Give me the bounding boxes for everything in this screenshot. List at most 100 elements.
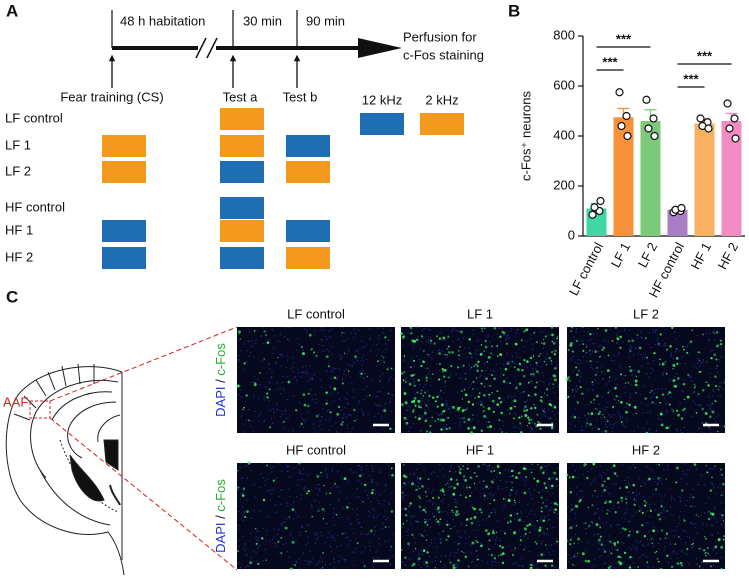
dapi-dot: [369, 475, 370, 476]
dapi-dot: [284, 336, 285, 337]
dapi-dot: [723, 510, 724, 511]
dapi-dot: [532, 368, 533, 369]
dapi-dot: [608, 391, 609, 392]
dapi-dot: [467, 565, 468, 566]
dapi-dot: [482, 488, 483, 489]
dapi-dot: [550, 555, 551, 556]
dapi-dot: [441, 339, 442, 340]
cfos-dot: [582, 552, 585, 555]
dapi-dot: [499, 463, 500, 464]
cfos-dot: [439, 337, 441, 339]
cfos-dot: [469, 338, 471, 340]
dapi-dot: [325, 468, 326, 469]
dapi-dot: [263, 327, 264, 328]
dapi-dot: [238, 511, 239, 512]
dapi-dot: [701, 475, 702, 476]
cfos-dot: [606, 513, 608, 515]
dapi-dot: [311, 505, 312, 506]
cfos-dot: [383, 356, 385, 358]
cfos-dot: [578, 370, 579, 371]
cfos-dot: [426, 380, 428, 382]
cfos-dot: [478, 396, 480, 398]
dapi-dot: [401, 328, 402, 329]
dapi-dot: [431, 492, 432, 493]
cfos-dot: [676, 410, 678, 412]
cfos-dot: [436, 396, 438, 398]
dapi-dot: [247, 565, 248, 566]
dapi-dot: [475, 353, 476, 354]
dapi-dot: [292, 357, 293, 358]
dapi-dot: [619, 414, 620, 415]
cfos-dot: [721, 494, 723, 496]
cfos-dot: [440, 428, 442, 430]
cfos-dot: [549, 403, 552, 406]
cfos-dot: [294, 564, 296, 566]
dapi-dot: [241, 517, 242, 518]
dapi-dot: [409, 426, 410, 427]
cfos-dot: [465, 394, 468, 397]
cfos-dot: [699, 547, 701, 549]
dapi-dot: [639, 557, 640, 558]
dapi-dot: [699, 365, 700, 366]
dapi-dot: [672, 551, 673, 552]
cfos-dot: [519, 422, 521, 424]
dapi-dot: [370, 350, 371, 351]
dapi-dot: [338, 487, 339, 488]
dapi-dot: [589, 524, 590, 525]
dapi-dot: [290, 541, 291, 542]
cfos-dot: [499, 419, 501, 421]
cfos-dot: [607, 369, 610, 372]
dapi-dot: [316, 487, 317, 488]
cfos-dot: [699, 565, 701, 567]
dapi-dot: [253, 382, 254, 383]
cfos-dot: [283, 421, 285, 423]
dapi-dot: [355, 350, 356, 351]
cfos-dot: [389, 428, 391, 430]
dapi-dot: [637, 426, 638, 427]
x-tick-label: LF 1: [608, 240, 633, 270]
dapi-dot: [518, 329, 519, 330]
dapi-dot: [346, 497, 347, 498]
dapi-dot: [709, 373, 710, 374]
cfos-dot: [321, 339, 322, 340]
cfos-dot: [470, 431, 473, 434]
cfos-dot: [699, 360, 701, 362]
cfos-dot: [595, 408, 597, 410]
cfos-dot: [675, 481, 677, 483]
dapi-dot: [426, 508, 427, 509]
image-title: LF 1: [467, 306, 493, 321]
dapi-dot: [674, 383, 675, 384]
cfos-dot: [621, 421, 623, 423]
dapi-dot: [321, 416, 322, 417]
dapi-dot: [463, 479, 464, 480]
cfos-dot: [377, 360, 379, 362]
dapi-dot: [312, 379, 313, 380]
dapi-dot: [532, 561, 533, 562]
dapi-dot: [631, 515, 632, 516]
dapi-dot: [667, 561, 668, 562]
cfos-dot: [598, 538, 601, 541]
cfos-dot: [504, 532, 506, 534]
dapi-dot: [331, 346, 332, 347]
dapi-dot: [543, 382, 544, 383]
dapi-dot: [489, 374, 490, 375]
cfos-dot: [424, 519, 425, 520]
dapi-dot: [361, 552, 362, 553]
cfos-dot: [553, 375, 556, 378]
dapi-dot: [567, 554, 568, 555]
cfos-dot: [626, 502, 627, 503]
dapi-dot: [716, 368, 717, 369]
dapi-dot: [519, 357, 520, 358]
dapi-dot: [489, 341, 490, 342]
dapi-dot: [680, 363, 681, 364]
dapi-dot: [515, 331, 516, 332]
dapi-dot: [591, 428, 592, 429]
cfos-dot: [509, 407, 512, 410]
dapi-dot: [649, 412, 650, 413]
dapi-dot: [677, 526, 678, 527]
dapi-dot: [553, 426, 554, 427]
dapi-dot: [366, 385, 367, 386]
dapi-dot: [428, 373, 429, 374]
cfos-dot: [461, 551, 463, 553]
cfos-dot: [707, 471, 709, 473]
